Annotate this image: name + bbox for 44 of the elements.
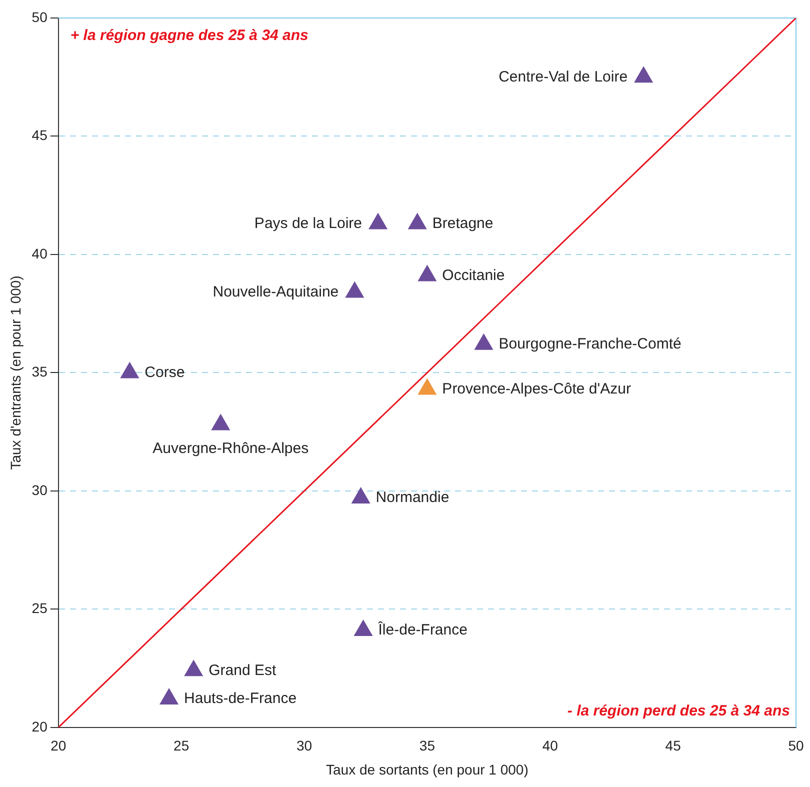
annotation: Bourgogne-Franche-Comté xyxy=(498,335,682,352)
annotation: Grand Est xyxy=(208,662,277,679)
point xyxy=(184,660,204,676)
annotation: Île-de-France xyxy=(377,620,468,639)
point xyxy=(351,487,370,504)
y-tick-label: 30 xyxy=(32,482,48,498)
x-tick-label: 25 xyxy=(174,738,190,754)
x-tick-label: 40 xyxy=(542,738,558,754)
x-tick-label: 35 xyxy=(419,738,436,754)
annotation: Auvergne-Rhône-Alpes xyxy=(152,440,309,457)
y-tick-label: 45 xyxy=(32,127,48,144)
y-tick-label: 20 xyxy=(32,718,48,734)
annotation: Centre-Val de Loire xyxy=(498,68,628,86)
annotation: Corse xyxy=(144,364,185,381)
annotation: Bretagne xyxy=(432,214,494,232)
annotation: Occitanie xyxy=(442,266,505,284)
y-axis-title: Taux d'entrants (en pour 1 000) xyxy=(7,276,24,470)
x-tick-label: 45 xyxy=(665,738,682,754)
point xyxy=(120,362,140,378)
annotation: Nouvelle-Aquitaine xyxy=(212,283,339,300)
point xyxy=(368,212,388,230)
annotation: Hauts-de-France xyxy=(184,690,297,708)
y-tick-label: 25 xyxy=(32,600,48,616)
y-tick-label: 35 xyxy=(32,364,48,380)
y-tick-label: 40 xyxy=(32,245,48,262)
point xyxy=(354,619,373,636)
point xyxy=(418,378,437,395)
x-tick-label: 30 xyxy=(296,738,312,754)
point xyxy=(345,281,364,298)
point xyxy=(408,212,427,230)
annotation: Provence-Alpes-Côte d'Azur xyxy=(442,380,631,398)
annotation: - la région perd des 25 à 34 ans xyxy=(567,702,790,720)
point xyxy=(418,264,437,282)
annotation: Normandie xyxy=(376,489,450,506)
x-tick-label: 50 xyxy=(788,738,804,754)
point xyxy=(474,333,494,350)
x-axis-title: Taux de sortants (en pour 1 000) xyxy=(326,761,528,778)
x-tick-label: 20 xyxy=(50,738,66,754)
point xyxy=(634,66,654,83)
annotation: Pays de la Loire xyxy=(254,214,362,232)
point xyxy=(159,688,179,705)
point xyxy=(211,414,230,430)
annotation: + la région gagne des 25 à 34 ans xyxy=(70,27,308,44)
y-tick-label: 50 xyxy=(32,8,48,25)
